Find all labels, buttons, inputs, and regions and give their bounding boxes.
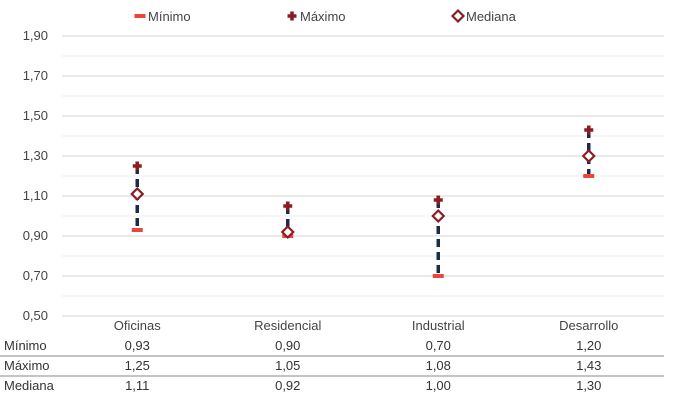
table-cell: 1,30	[576, 378, 601, 393]
median-marker	[130, 186, 145, 202]
legend-label: Máximo	[300, 9, 346, 24]
y-tick-label: 1,30	[23, 148, 48, 163]
table-cell: 0,70	[426, 338, 451, 353]
min-marker	[131, 228, 143, 232]
legend-label: Mínimo	[148, 9, 191, 24]
x-tick-label: Industrial	[412, 318, 465, 333]
table-cell: 1,08	[426, 358, 451, 373]
data-marks	[130, 125, 596, 278]
y-tick-label: 0,90	[23, 228, 48, 243]
legend-marker	[134, 14, 146, 18]
median-marker	[581, 148, 596, 164]
table-row-label: Máximo	[4, 358, 50, 373]
y-tick-label: 1,90	[23, 28, 48, 43]
legend-marker	[287, 11, 297, 21]
range-lines	[135, 130, 591, 276]
median-marker	[431, 208, 446, 224]
y-tick-label: 1,50	[23, 108, 48, 123]
data-table: Mínimo 0,93 0,90 0,70 1,20 Máximo 1,25 1,05 1,08…	[0, 338, 664, 393]
min-marker	[583, 174, 595, 178]
table-cell: 0,93	[125, 338, 150, 353]
table-cell: 1,05	[275, 358, 300, 373]
table-cell: 0,92	[275, 378, 300, 393]
y-tick-label: 1,10	[23, 188, 48, 203]
median-marker	[280, 224, 295, 240]
table-cell: 0,90	[275, 338, 300, 353]
table-cell: 1,43	[576, 358, 601, 373]
table-row-label: Mínimo	[4, 338, 47, 353]
x-axis: Oficinas Residencial Industrial Desarrollo	[114, 318, 619, 333]
y-tick-label: 0,50	[23, 308, 48, 323]
table-cell: 1,25	[125, 358, 150, 373]
x-tick-label: Desarrollo	[559, 318, 618, 333]
x-tick-label: Residencial	[254, 318, 321, 333]
max-marker	[584, 125, 594, 135]
table-cell: 1,20	[576, 338, 601, 353]
legend-marker	[450, 8, 466, 24]
grid	[62, 35, 664, 317]
max-marker	[132, 161, 142, 171]
table-cell: 1,11	[125, 378, 149, 393]
table-cell: 1,00	[426, 378, 451, 393]
max-marker	[433, 195, 443, 205]
max-marker	[283, 201, 293, 211]
legend: Mínimo Máximo Mediana	[134, 8, 517, 24]
y-axis: 0,50 0,70 0,90 1,10 1,30 1,50 1,70 1,90	[23, 28, 48, 323]
legend-label: Mediana	[466, 9, 517, 24]
table-row-label: Mediana	[4, 378, 55, 393]
min-marker	[432, 274, 444, 278]
x-tick-label: Oficinas	[114, 318, 161, 333]
y-tick-label: 1,70	[23, 68, 48, 83]
y-tick-label: 0,70	[23, 268, 48, 283]
